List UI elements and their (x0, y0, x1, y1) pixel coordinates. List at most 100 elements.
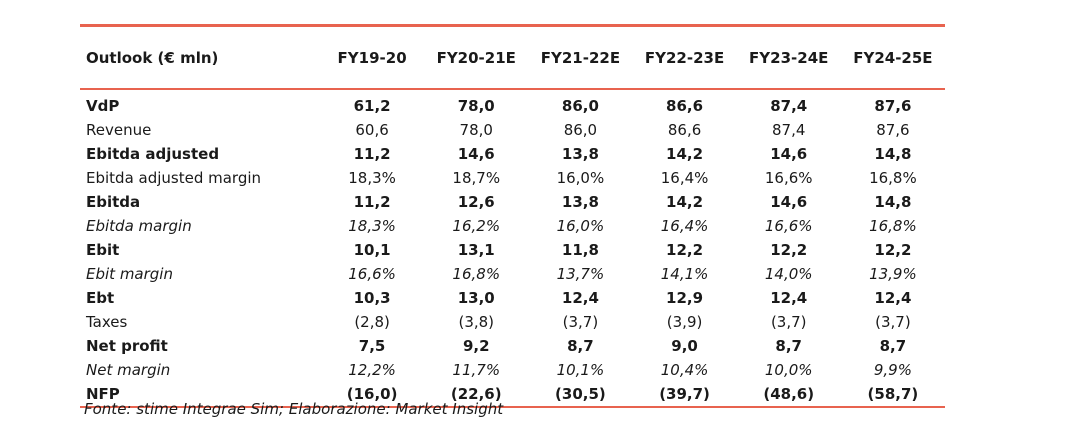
row-value: 86,6 (667, 121, 702, 139)
header-rule (80, 88, 945, 90)
row-label: Revenue (86, 121, 152, 139)
header-year: FY22-23E (644, 48, 725, 67)
row-value: 18,3% (348, 169, 396, 187)
row-value: 9,9% (873, 361, 912, 379)
table-row: Taxes (2,8) (3,8) (3,7) (3,9) (3,7) (3,7) (80, 310, 945, 334)
header-row: Outlook (€ mln) FY19-20 FY20-21E FY21-22… (80, 27, 945, 88)
row-value: (58,7) (867, 385, 919, 403)
row-label: Ebitda margin (86, 217, 192, 235)
row-value: 7,5 (358, 337, 386, 355)
table-row: Ebt 10,3 13,0 12,4 12,9 12,4 12,4 (80, 286, 945, 310)
row-label: Ebitda adjusted (86, 145, 220, 163)
row-value: 8,7 (879, 337, 907, 355)
row-value: 61,2 (353, 97, 391, 115)
table-row: Ebitda margin 18,3% 16,2% 16,0% 16,4% 16,6% 16… (80, 214, 945, 238)
header-year: FY20-21E (436, 48, 516, 67)
row-value: 14,2 (666, 145, 704, 163)
row-value: 14,8 (874, 193, 912, 211)
table-row: Revenue 60,6 78,0 86,0 86,6 87,4 87,6 (80, 118, 945, 142)
row-value: 16,8% (869, 217, 917, 235)
row-value: 11,8 (561, 241, 599, 259)
row-value: 87,6 (874, 97, 912, 115)
table-row: Net profit 7,5 9,2 8,7 9,0 8,7 8,7 (80, 334, 945, 358)
row-label: NFP (86, 385, 120, 403)
row-value: 10,1 (353, 241, 391, 259)
table-row: Ebit margin 16,6% 16,8% 13,7% 14,1% 14,0% 13,9… (80, 262, 945, 286)
row-label: Ebt (86, 289, 115, 307)
row-value: 12,4 (874, 289, 912, 307)
row-label: Ebitda (86, 193, 141, 211)
table-row: VdP 61,2 78,0 86,0 86,6 87,4 87,6 (80, 90, 945, 118)
top-rule (80, 24, 945, 27)
header-year: FY19-20 (337, 48, 407, 67)
row-value: 14,8 (874, 145, 912, 163)
row-value: 87,4 (770, 97, 808, 115)
row-value: (16,0) (346, 385, 398, 403)
row-value: (3,7) (562, 313, 599, 331)
row-value: 16,8% (452, 265, 501, 283)
row-value: 78,0 (459, 121, 493, 139)
row-value: 87,6 (876, 121, 910, 139)
row-value: 16,6% (764, 217, 813, 235)
row-value: 8,7 (567, 337, 594, 355)
row-value: 10,3 (353, 289, 391, 307)
row-value: 14,6 (457, 145, 495, 163)
row-value: 87,4 (772, 121, 806, 139)
row-value: (48,6) (763, 385, 815, 403)
row-value: (3,9) (666, 313, 703, 331)
row-value: 78,0 (457, 97, 495, 115)
table-row: NFP (16,0) (22,6) (30,5) (39,7) (48,6) (58,7) (80, 382, 945, 406)
row-value: 13,1 (457, 241, 495, 259)
row-value: (30,5) (555, 385, 606, 403)
row-value: 14,2 (666, 193, 704, 211)
row-value: 10,0% (764, 361, 813, 379)
row-value: 14,1% (660, 265, 709, 283)
row-value: 12,4 (561, 289, 599, 307)
header-label: Outlook (€ mln) (86, 48, 219, 67)
row-value: 11,2 (353, 145, 391, 163)
row-value: 8,7 (775, 337, 802, 355)
row-value: 16,8% (869, 169, 917, 187)
row-value: 12,9 (666, 289, 704, 307)
row-value: 12,2% (348, 361, 396, 379)
row-label: Ebit (86, 241, 120, 259)
table-row: Ebitda adjusted margin 18,3% 18,7% 16,0% 16,… (80, 166, 945, 190)
row-value: 60,6 (355, 121, 389, 139)
outlook-table: Outlook (€ mln) FY19-20 FY20-21E FY21-22… (80, 24, 945, 408)
row-value: 12,4 (770, 289, 808, 307)
row-value: 12,2 (874, 241, 912, 259)
row-value: (3,7) (875, 313, 911, 331)
row-value: 9,2 (462, 337, 490, 355)
data-table: Outlook (€ mln) FY19-20 FY20-21E FY21-22… (80, 27, 945, 88)
row-value: 10,1% (556, 361, 605, 379)
table-row: Ebit 10,1 13,1 11,8 12,2 12,2 12,2 (80, 238, 945, 262)
bottom-rule (80, 406, 945, 408)
row-label: Ebit margin (86, 265, 173, 283)
row-label: Net margin (86, 361, 171, 379)
row-value: 86,0 (561, 97, 599, 115)
body-table: VdP 61,2 78,0 86,0 86,6 87,4 87,6 Revenue 60,6 78… (80, 90, 945, 406)
header-year: FY21-22E (540, 48, 621, 67)
row-value: (2,8) (354, 313, 390, 331)
table-row: Ebitda adjusted 11,2 14,6 13,8 14,2 14,6 14,8 (80, 142, 945, 166)
row-value: (3,7) (770, 313, 807, 331)
row-value: 86,6 (666, 97, 704, 115)
row-value: 16,0% (556, 217, 605, 235)
row-value: 16,4% (660, 169, 709, 187)
row-label: VdP (86, 97, 120, 115)
row-value: (3,8) (458, 313, 495, 331)
row-value: 16,6% (764, 169, 813, 187)
table-row: Ebitda 11,2 12,6 13,8 14,2 14,6 14,8 (80, 190, 945, 214)
table-row: Net margin 12,2% 11,7% 10,1% 10,4% 10,0% 9,9% (80, 358, 945, 382)
row-value: 16,6% (348, 265, 396, 283)
row-value: 14,6 (770, 145, 808, 163)
row-value: (39,7) (659, 385, 710, 403)
row-value: 12,2 (666, 241, 704, 259)
row-value: 13,8 (561, 145, 599, 163)
row-value: 12,2 (770, 241, 808, 259)
row-value: 16,4% (660, 217, 709, 235)
row-value: 86,0 (563, 121, 598, 139)
row-value: 14,0% (764, 265, 813, 283)
row-value: 13,8 (561, 193, 599, 211)
row-value: 9,0 (671, 337, 698, 355)
